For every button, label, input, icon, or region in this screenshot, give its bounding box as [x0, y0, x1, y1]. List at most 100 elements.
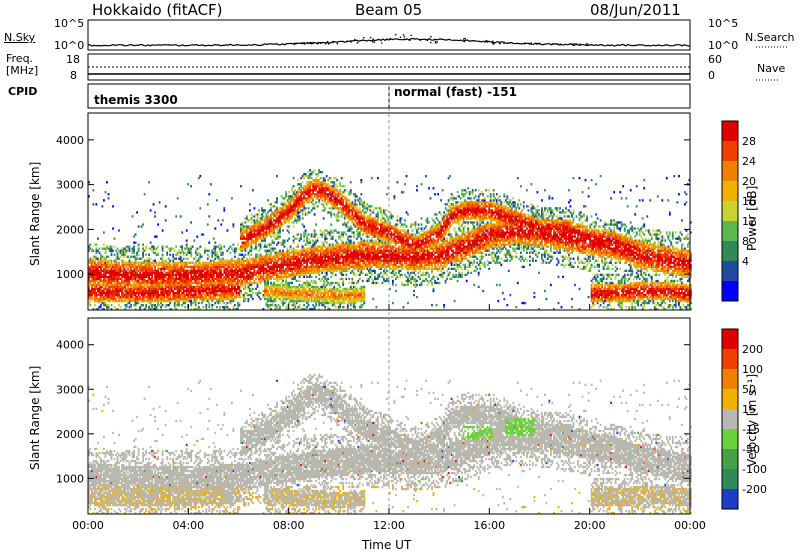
power-cell [227, 306, 229, 308]
power-cell [257, 219, 259, 221]
power-cell [260, 254, 262, 256]
power-cell [270, 252, 272, 254]
power-cell [124, 248, 126, 250]
power-cell [205, 296, 207, 298]
power-cell [276, 175, 278, 177]
power-cell [257, 217, 259, 219]
power-cell [160, 302, 162, 304]
power-cell [132, 300, 134, 302]
power-cell [138, 294, 140, 296]
power-cell [269, 306, 271, 308]
power-cell [180, 256, 182, 258]
power-cell [120, 252, 122, 254]
power-cell [153, 246, 155, 248]
power-cell [103, 272, 105, 274]
power-cell [133, 252, 135, 254]
power-cell [201, 256, 203, 258]
power-cell [267, 282, 269, 284]
power-cell [246, 217, 248, 219]
power-cell [227, 302, 229, 304]
power-cell [184, 252, 186, 254]
power-cell [201, 272, 203, 274]
power-cell [190, 274, 192, 276]
power-cell [172, 256, 174, 258]
power-cell [190, 280, 192, 282]
power-cell [172, 276, 174, 278]
power-cell [246, 292, 248, 294]
nsearch-point [435, 41, 437, 43]
power-cell [169, 260, 171, 262]
power-cell [273, 242, 275, 244]
power-cell [135, 256, 137, 258]
power-cell [162, 264, 164, 266]
power-cell [132, 264, 134, 266]
power-cell [252, 278, 254, 280]
power-cell [190, 221, 192, 223]
power-cell [217, 246, 219, 248]
power-cell [202, 306, 204, 308]
power-cell [162, 266, 164, 268]
power-cell [245, 221, 247, 223]
nsearch-point [362, 39, 364, 41]
power-cell [216, 252, 218, 254]
power-cell [117, 248, 119, 250]
power-cell [223, 280, 225, 282]
power-cell [198, 280, 200, 282]
power-cell [184, 302, 186, 304]
power-cell [132, 252, 134, 254]
power-cell [103, 256, 105, 258]
power-cell [199, 262, 201, 264]
nsearch-point [436, 41, 438, 43]
power-cell [99, 282, 101, 284]
power-cell [199, 246, 201, 248]
power-cell [145, 254, 147, 256]
power-cell [141, 284, 143, 286]
power-cell [192, 286, 194, 288]
power-cell [117, 254, 119, 256]
power-cell [273, 231, 275, 233]
nsearch-point [337, 43, 339, 45]
power-cell [150, 242, 152, 244]
power-cell [103, 302, 105, 304]
power-cell [162, 250, 164, 252]
power-cell [272, 260, 274, 262]
power-cell [93, 258, 95, 260]
power-cell [260, 246, 262, 248]
power-cell [145, 304, 147, 306]
power-cell [184, 296, 186, 298]
power-cell [162, 260, 164, 262]
power-cell [196, 284, 198, 286]
nsearch-point [403, 34, 405, 36]
power-cell [186, 264, 188, 266]
power-cell [118, 262, 120, 264]
nsearch-point [386, 39, 388, 41]
power-cell [159, 201, 161, 203]
power-cell [148, 306, 150, 308]
power-cell [177, 197, 179, 199]
power-cell [257, 215, 259, 217]
power-cell [210, 183, 212, 185]
power-cell [141, 306, 143, 308]
power-cell [132, 296, 134, 298]
power-cell [94, 260, 96, 262]
power-cell [118, 304, 120, 306]
power-cell [248, 242, 250, 244]
power-cell [257, 276, 259, 278]
nsearch-point [430, 42, 432, 44]
power-cell [233, 244, 235, 246]
power-cell [126, 306, 128, 308]
power-cell [142, 256, 144, 258]
power-cell [178, 300, 180, 302]
power-cell [112, 205, 114, 207]
nsearch-point [492, 40, 494, 42]
power-cell [169, 302, 171, 304]
power-cell [223, 284, 225, 286]
power-cell [267, 211, 269, 213]
power-cell [260, 282, 262, 284]
power-cell [99, 248, 101, 250]
power-cell [126, 266, 128, 268]
power-cell [162, 284, 164, 286]
power-cell [103, 270, 105, 272]
power-cell [192, 266, 194, 268]
power-cell [223, 246, 225, 248]
